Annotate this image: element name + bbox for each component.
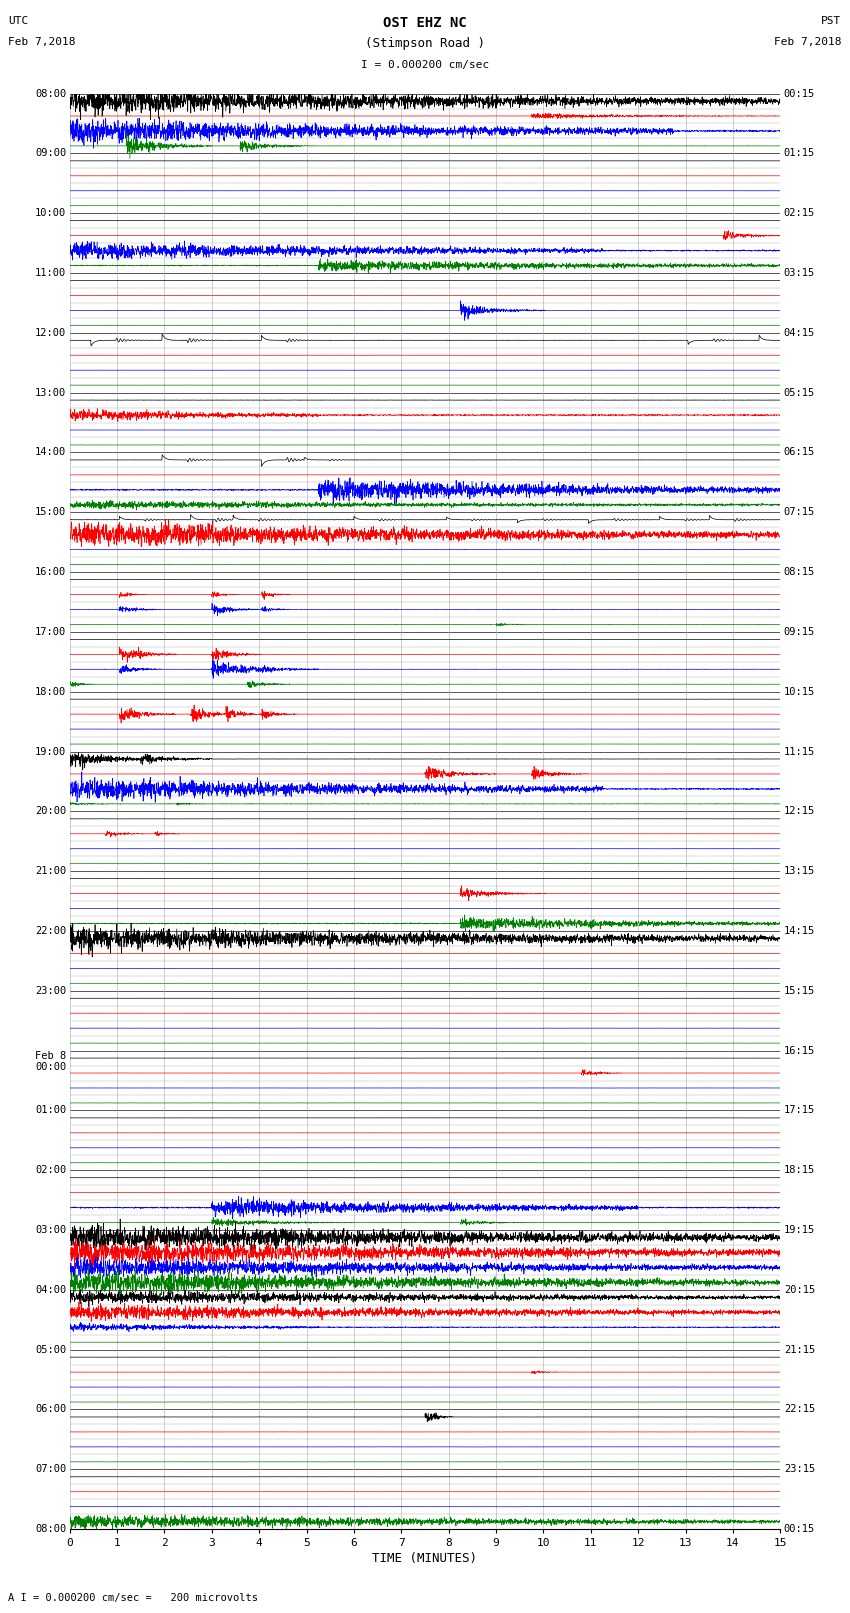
Text: 20:00: 20:00: [35, 806, 66, 816]
Text: 08:15: 08:15: [784, 568, 815, 577]
Text: 11:00: 11:00: [35, 268, 66, 277]
Text: Feb 7,2018: Feb 7,2018: [774, 37, 842, 47]
Text: Feb 7,2018: Feb 7,2018: [8, 37, 76, 47]
Text: 02:00: 02:00: [35, 1165, 66, 1176]
Text: 11:15: 11:15: [784, 747, 815, 756]
Text: 16:15: 16:15: [784, 1045, 815, 1055]
Text: 08:00: 08:00: [35, 1524, 66, 1534]
Text: 21:00: 21:00: [35, 866, 66, 876]
Text: 02:15: 02:15: [784, 208, 815, 218]
Text: 01:00: 01:00: [35, 1105, 66, 1116]
Text: 23:15: 23:15: [784, 1465, 815, 1474]
Text: 03:00: 03:00: [35, 1224, 66, 1236]
Text: 19:15: 19:15: [784, 1224, 815, 1236]
Text: 04:15: 04:15: [784, 327, 815, 337]
Text: 07:00: 07:00: [35, 1465, 66, 1474]
Text: (Stimpson Road ): (Stimpson Road ): [365, 37, 485, 50]
Text: 13:15: 13:15: [784, 866, 815, 876]
Text: 14:00: 14:00: [35, 447, 66, 458]
Text: 18:00: 18:00: [35, 687, 66, 697]
Text: 07:15: 07:15: [784, 506, 815, 518]
Text: 15:00: 15:00: [35, 506, 66, 518]
Text: 10:15: 10:15: [784, 687, 815, 697]
Text: 08:00: 08:00: [35, 89, 66, 98]
Text: 22:15: 22:15: [784, 1405, 815, 1415]
Text: 05:15: 05:15: [784, 387, 815, 398]
Text: 00:15: 00:15: [784, 1524, 815, 1534]
Text: 15:15: 15:15: [784, 986, 815, 995]
Text: 01:15: 01:15: [784, 148, 815, 158]
Text: OST EHZ NC: OST EHZ NC: [383, 16, 467, 31]
Text: 04:00: 04:00: [35, 1286, 66, 1295]
Text: 03:15: 03:15: [784, 268, 815, 277]
Text: 17:15: 17:15: [784, 1105, 815, 1116]
Text: UTC: UTC: [8, 16, 29, 26]
Text: 19:00: 19:00: [35, 747, 66, 756]
Text: 00:15: 00:15: [784, 89, 815, 98]
Text: 13:00: 13:00: [35, 387, 66, 398]
Text: 18:15: 18:15: [784, 1165, 815, 1176]
Text: 16:00: 16:00: [35, 568, 66, 577]
Text: 05:00: 05:00: [35, 1345, 66, 1355]
Text: PST: PST: [821, 16, 842, 26]
X-axis label: TIME (MINUTES): TIME (MINUTES): [372, 1552, 478, 1565]
Text: 06:15: 06:15: [784, 447, 815, 458]
Text: 06:00: 06:00: [35, 1405, 66, 1415]
Text: 20:15: 20:15: [784, 1286, 815, 1295]
Text: 10:00: 10:00: [35, 208, 66, 218]
Text: 12:00: 12:00: [35, 327, 66, 337]
Text: 23:00: 23:00: [35, 986, 66, 995]
Text: 12:15: 12:15: [784, 806, 815, 816]
Text: 21:15: 21:15: [784, 1345, 815, 1355]
Text: 17:00: 17:00: [35, 627, 66, 637]
Text: I = 0.000200 cm/sec: I = 0.000200 cm/sec: [361, 60, 489, 69]
Text: A I = 0.000200 cm/sec =   200 microvolts: A I = 0.000200 cm/sec = 200 microvolts: [8, 1594, 258, 1603]
Text: 09:00: 09:00: [35, 148, 66, 158]
Text: Feb 8
00:00: Feb 8 00:00: [35, 1050, 66, 1073]
Text: 09:15: 09:15: [784, 627, 815, 637]
Text: 22:00: 22:00: [35, 926, 66, 936]
Text: 14:15: 14:15: [784, 926, 815, 936]
